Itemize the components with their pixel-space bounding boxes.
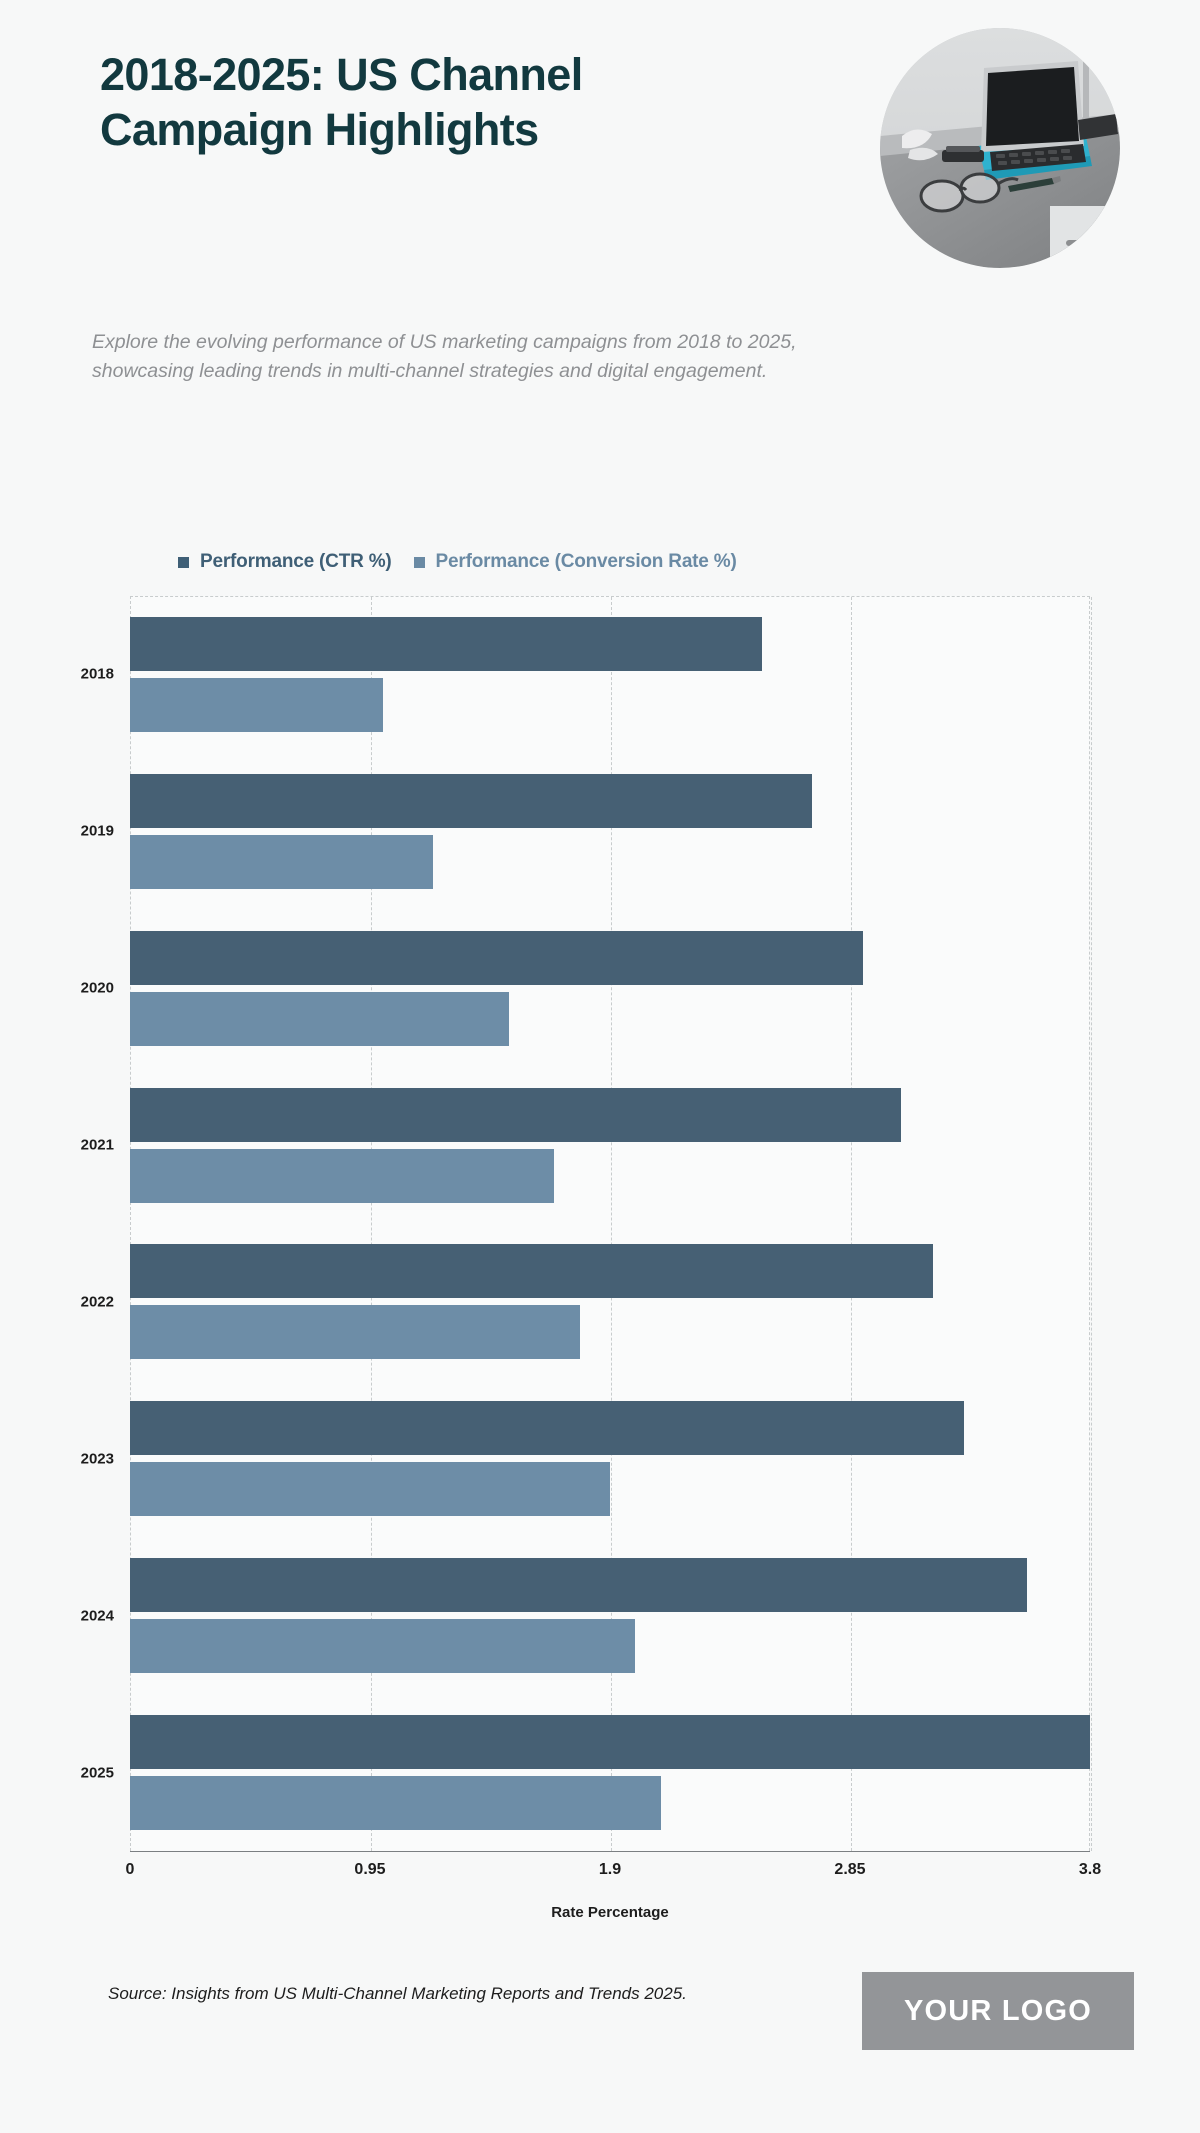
bar-2018-series2[interactable] (130, 677, 383, 732)
logo-text: YOUR LOGO (903, 1994, 1093, 2027)
y-axis-label-2022: 2022 (80, 1293, 114, 1311)
page-title: 2018-2025: US Channel Campaign Highlight… (100, 49, 583, 155)
bar-2022-series1[interactable] (130, 1244, 934, 1299)
gridline (371, 597, 372, 1851)
legend-swatch-icon (413, 556, 425, 568)
bar-2024-series1[interactable] (130, 1558, 1027, 1613)
source-note: Source: Insights from US Multi-Channel M… (108, 1984, 687, 2003)
legend-label-conversion: Performance (Conversion Rate %) (435, 551, 737, 572)
bar-2020-series2[interactable] (130, 991, 509, 1046)
bar-2024-series2[interactable] (130, 1619, 636, 1674)
bar-group: 2024 (0, 1537, 1200, 1694)
x-tick-label: 0 (125, 1861, 135, 1878)
legend-item-ctr[interactable]: Performance (CTR %) (178, 551, 392, 573)
x-axis-line (130, 1851, 1090, 1852)
legend-item-conversion[interactable]: Performance (Conversion Rate %) (413, 551, 737, 573)
bar-2019-series2[interactable] (130, 834, 434, 889)
bar-2025-series2[interactable] (130, 1776, 661, 1831)
x-tick-label: 0.95 (354, 1861, 386, 1878)
logo-placeholder: YOUR LOGO (862, 1972, 1134, 2050)
x-axis-title: Rate Percentage (551, 1904, 669, 1921)
bar-2022-series2[interactable] (130, 1305, 580, 1360)
bar-group: 2020 (0, 910, 1200, 1067)
desk-laptop-photo (880, 28, 1120, 268)
bar-2019-series1[interactable] (130, 773, 813, 828)
bar-group: 2018 (0, 596, 1200, 753)
bar-2023-series1[interactable] (130, 1401, 964, 1456)
y-axis-label-2020: 2020 (80, 979, 114, 997)
y-axis-label-2018: 2018 (80, 665, 114, 683)
bar-2018-series1[interactable] (130, 616, 762, 671)
bar-group: 2022 (0, 1224, 1200, 1381)
bar-2021-series1[interactable] (130, 1087, 901, 1142)
bar-2021-series2[interactable] (130, 1148, 555, 1203)
bar-group: 2021 (0, 1067, 1200, 1224)
bar-group: 2023 (0, 1380, 1200, 1537)
bar-group: 2025 (0, 1694, 1200, 1851)
legend-label-ctr: Performance (CTR %) (200, 551, 392, 572)
bar-2020-series1[interactable] (130, 930, 863, 985)
x-tick-label: 1.9 (598, 1861, 622, 1878)
bar-group: 2019 (0, 753, 1200, 910)
y-axis-label-2025: 2025 (80, 1764, 114, 1782)
legend-swatch-icon (178, 556, 189, 568)
y-axis-label-2019: 2019 (80, 822, 114, 840)
bar-2023-series2[interactable] (130, 1462, 610, 1517)
header: 2018-2025: US Channel Campaign Highlight… (0, 0, 1200, 300)
subtitle: Explore the evolving performance of US m… (92, 331, 797, 383)
chart: Performance (CTR %) Performance (Convers… (0, 540, 1200, 1921)
gridline (1091, 597, 1092, 1851)
footer: Source: Insights from US Multi-Channel M… (0, 1960, 1200, 2100)
plot-area: 0 0.95 1.9 2.85 3.8 2018 2019 2020 2021 2022 2023… (0, 596, 1200, 1921)
chart-legend: Performance (CTR %) Performance (Convers… (0, 540, 1200, 584)
gridline (611, 597, 612, 1851)
gridline (851, 597, 852, 1851)
y-axis-label-2021: 2021 (80, 1136, 114, 1154)
y-axis-label-2023: 2023 (80, 1450, 114, 1468)
y-axis-label-2024: 2024 (80, 1607, 114, 1625)
x-tick-label: 2.85 (834, 1861, 866, 1878)
x-tick-label: 3.8 (1078, 1861, 1102, 1878)
bar-2025-series1[interactable] (130, 1715, 1090, 1770)
